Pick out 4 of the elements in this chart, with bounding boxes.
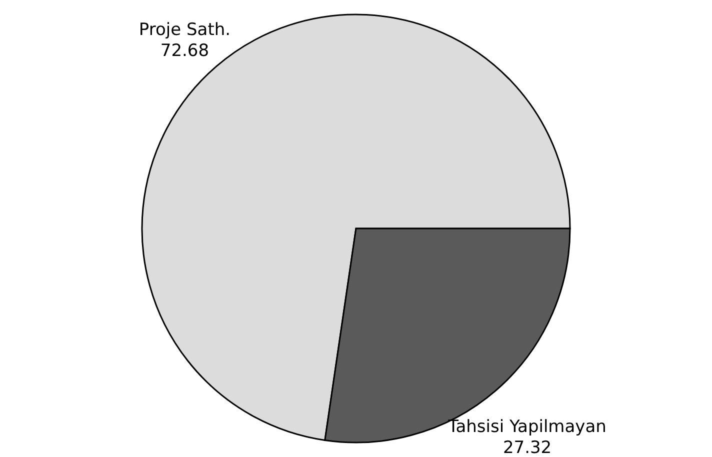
slice-label: Proje Sath. bbox=[138, 20, 231, 40]
slice-label: Tahsisi Yapilmayan bbox=[447, 416, 606, 437]
data-label: 27.32 bbox=[502, 438, 552, 457]
data-label: 72.68 bbox=[160, 41, 210, 62]
